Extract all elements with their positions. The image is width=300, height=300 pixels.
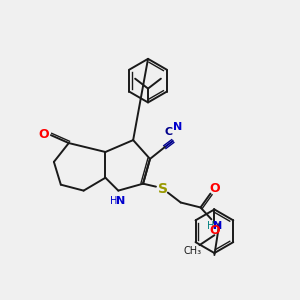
Text: H: H xyxy=(110,196,117,206)
Text: O: O xyxy=(209,182,220,195)
Text: O: O xyxy=(39,128,49,141)
Text: N: N xyxy=(173,122,182,132)
Text: H: H xyxy=(207,221,214,231)
Text: C: C xyxy=(165,127,173,137)
Text: N: N xyxy=(213,221,222,231)
Text: N: N xyxy=(116,196,125,206)
Text: O: O xyxy=(209,224,220,237)
Text: S: S xyxy=(158,182,168,196)
Text: CH₃: CH₃ xyxy=(184,246,202,256)
